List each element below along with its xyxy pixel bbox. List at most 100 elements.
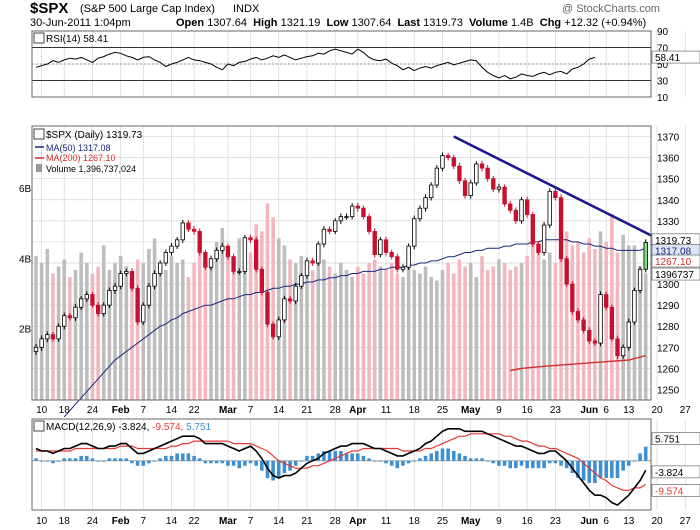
candle-body xyxy=(536,243,541,253)
candle-body xyxy=(626,321,631,348)
volume-bar xyxy=(214,241,219,400)
volume-bar xyxy=(305,266,309,400)
candle-body xyxy=(33,346,39,352)
x-axis-label-top: 9 xyxy=(496,405,502,416)
macd-histogram-bar xyxy=(457,453,462,461)
high-value: 1321.19 xyxy=(280,17,321,29)
candle-body xyxy=(169,245,174,253)
macd-histogram-bar xyxy=(282,460,287,474)
macd-histogram-bar xyxy=(384,460,388,464)
watermark: @ StockCharts.com xyxy=(562,3,660,15)
volume-bar xyxy=(135,259,140,400)
x-axis-label-top: 18 xyxy=(409,405,421,416)
macd-histogram-bar xyxy=(118,458,123,461)
volume-bar xyxy=(604,241,608,400)
candle-body xyxy=(141,304,146,323)
rsi-tick-label: 90 xyxy=(657,27,669,38)
x-axis-label-top: 27 xyxy=(680,405,692,416)
volume-bar xyxy=(463,266,467,400)
candle-body xyxy=(259,268,264,293)
macd-histogram-bar xyxy=(367,458,371,461)
macd-histogram-bar xyxy=(147,460,151,464)
rsi-value-tag: 58.41 xyxy=(655,53,680,64)
candle-body xyxy=(547,190,552,226)
price-tick-label: 1370 xyxy=(657,133,680,144)
volume-bar xyxy=(395,273,400,400)
candle-body xyxy=(338,216,344,222)
macd-histogram-bar xyxy=(327,450,332,461)
x-axis-label-bottom: 25 xyxy=(437,516,449,527)
candle-body xyxy=(581,319,586,331)
volume-bar xyxy=(322,259,326,400)
macd-frame xyxy=(31,418,652,511)
macd-histogram-bar xyxy=(175,453,179,461)
volume-bar xyxy=(192,263,196,400)
last-label: Last xyxy=(397,17,421,29)
price-tick-label: 1260 xyxy=(657,364,680,375)
macd-histogram-bar xyxy=(508,460,512,469)
rsi-tick-label: 70 xyxy=(657,44,669,55)
x-axis-label-bottom: 24 xyxy=(87,516,99,527)
candle-body xyxy=(615,338,620,357)
macd-histogram-bar xyxy=(474,458,479,461)
price-tick-label: 1270 xyxy=(657,343,680,354)
macd-histogram-bar xyxy=(220,460,225,464)
volume-bar xyxy=(570,245,575,400)
macd-histogram-bar xyxy=(559,460,563,466)
macd-histogram-bar xyxy=(378,460,383,462)
macd-histogram-bar xyxy=(231,460,236,466)
x-axis-label-bottom: Jun xyxy=(580,516,598,527)
macd-histogram-bar xyxy=(333,450,337,461)
volume-bar xyxy=(231,255,236,400)
macd-histogram-bar xyxy=(73,458,78,461)
macd-histogram-bar xyxy=(638,453,642,461)
macd-histogram-bar xyxy=(610,460,614,479)
x-axis-label-bottom: 18 xyxy=(409,516,421,527)
volume-bar xyxy=(412,270,417,400)
price-checkbox xyxy=(33,128,45,140)
volume-bar xyxy=(406,266,411,400)
x-axis-label-bottom: 10 xyxy=(36,516,48,527)
macd-histogram-bar xyxy=(34,458,38,461)
candle-body xyxy=(609,306,615,340)
candle-body xyxy=(95,304,101,314)
volume-bar xyxy=(237,238,242,400)
volume-bar xyxy=(423,266,428,400)
volume-bar xyxy=(497,259,501,400)
macd-histogram-bar xyxy=(514,460,518,469)
macd-hist-tag-box xyxy=(651,432,700,445)
macd-histogram-bar xyxy=(564,460,569,469)
candle-body xyxy=(186,222,191,230)
macd-histogram-bar xyxy=(604,460,608,479)
x-axis-label-bottom: 22 xyxy=(189,516,201,527)
macd-histogram-bar xyxy=(271,460,275,481)
volume-bar xyxy=(186,277,191,400)
macd-histogram-bar xyxy=(237,460,242,469)
macd-histogram-bar xyxy=(587,460,592,483)
candle-body xyxy=(423,197,428,209)
volume-bar xyxy=(90,273,95,400)
volume-bar xyxy=(316,263,321,400)
symbol-name: (S&P 500 Large Cap Index) xyxy=(80,3,215,15)
macd-histogram-bar xyxy=(107,458,112,461)
macd-histogram-bar xyxy=(536,460,541,469)
candle-body xyxy=(361,207,366,218)
volume-bar xyxy=(344,270,349,400)
volume-bar xyxy=(124,266,129,400)
volume-tick-label: 2B xyxy=(19,325,32,336)
x-axis-label-bottom: 7 xyxy=(140,516,146,527)
macd-label: MACD(12,26,9) -3.824, -9.574, 5.751 xyxy=(46,422,212,433)
volume-bar xyxy=(175,263,179,400)
macd-histogram-bar xyxy=(260,460,264,471)
x-axis-label-top: 14 xyxy=(166,405,178,416)
rsi-label: RSI(14) 58.41 xyxy=(46,34,109,45)
candle-body xyxy=(333,220,338,232)
macd-histogram-bar xyxy=(203,460,208,464)
candle-body xyxy=(491,178,496,190)
candle-body xyxy=(129,271,135,289)
candle-body xyxy=(152,273,157,287)
rsi-tick-label: 10 xyxy=(657,93,669,104)
volume-bar xyxy=(451,273,456,400)
candle-body xyxy=(575,311,581,321)
volume-bar xyxy=(491,266,496,400)
